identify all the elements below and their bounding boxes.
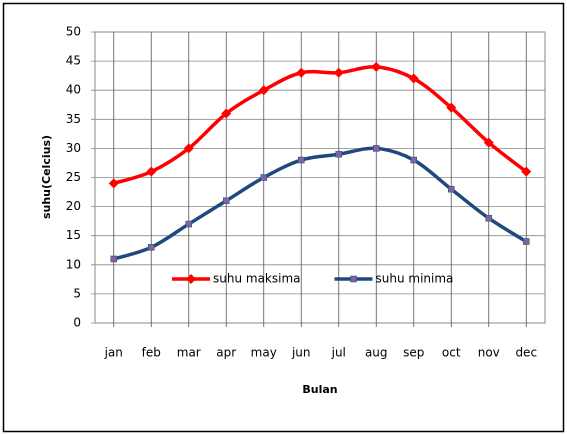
y-tick-label: 30 [66, 141, 81, 155]
y-tick-label: 35 [66, 112, 81, 126]
x-tick-label: mar [177, 346, 201, 360]
x-tick-label: jun [291, 346, 311, 360]
marker [296, 67, 307, 78]
marker [110, 255, 117, 263]
y-tick-label: 5 [73, 286, 81, 300]
y-tick-label: 20 [66, 199, 81, 213]
marker [260, 174, 267, 181]
marker [185, 220, 192, 228]
marker [183, 143, 194, 154]
marker [148, 244, 155, 251]
marker [333, 67, 344, 78]
y-axis-title: suhu(Celcius) [40, 135, 53, 219]
x-tick-label: may [251, 346, 277, 360]
y-tick-label: 10 [66, 257, 81, 271]
marker [448, 185, 455, 193]
y-tick-label: 0 [73, 316, 81, 330]
y-tick-label: 15 [66, 228, 81, 242]
marker [446, 102, 457, 113]
x-axis-title: Bulan [302, 383, 337, 396]
x-tick-label: sep [403, 346, 424, 360]
y-tick-label: 25 [66, 170, 81, 184]
marker [350, 275, 357, 283]
marker [258, 85, 269, 96]
marker [408, 73, 419, 84]
series-line [113, 65, 528, 185]
marker [371, 61, 382, 72]
marker [483, 137, 494, 148]
legend-label: suhu minima [376, 272, 454, 286]
marker [298, 156, 305, 164]
y-tick-label: 40 [66, 83, 81, 97]
x-tick-label: dec [515, 346, 537, 360]
x-tick-label: jul [331, 346, 346, 360]
marker [410, 156, 417, 164]
x-tick-label: oct [442, 346, 461, 360]
marker [186, 274, 196, 284]
marker [485, 214, 492, 222]
marker [373, 145, 380, 152]
x-tick-label: aug [365, 346, 388, 360]
marker [521, 166, 532, 177]
y-tick-label: 45 [66, 54, 81, 68]
y-tick-label: 50 [66, 25, 81, 39]
marker [108, 178, 119, 189]
marker [146, 166, 157, 177]
x-tick-label: jan [104, 346, 123, 360]
marker [523, 238, 530, 245]
marker [221, 108, 232, 119]
x-tick-label: feb [142, 346, 161, 360]
marker [223, 197, 230, 205]
x-tick-label: nov [478, 346, 500, 360]
marker [335, 150, 342, 158]
x-tick-label: apr [216, 346, 236, 360]
legend-label: suhu maksima [213, 272, 301, 286]
